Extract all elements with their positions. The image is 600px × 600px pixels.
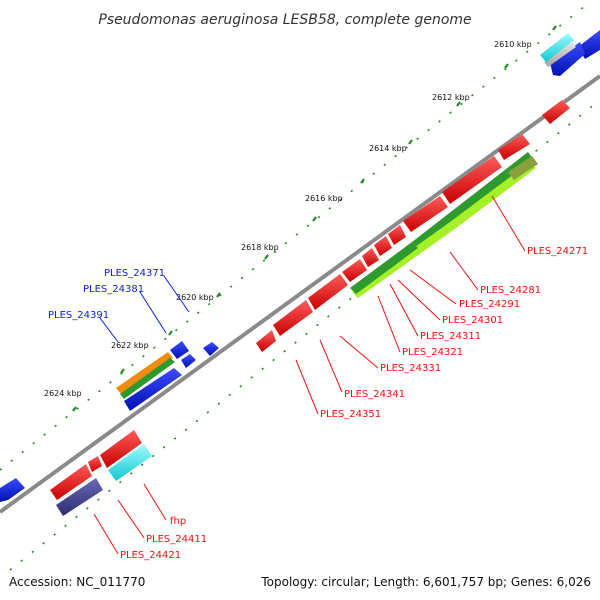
gene-label[interactable]: PLES_24391 (48, 310, 109, 321)
kbp-label: 2618 kbp (241, 243, 279, 252)
feature-bands (56, 152, 538, 516)
gene-label[interactable]: PLES_24421 (120, 550, 181, 561)
gene-forward[interactable] (88, 456, 102, 472)
leader-line (139, 291, 167, 334)
feature-grey[interactable] (544, 42, 576, 67)
major-ticks (72, 25, 557, 412)
feature-cyan[interactable] (108, 444, 152, 481)
leader-line (99, 317, 119, 343)
gene-forward[interactable] (362, 248, 379, 267)
kbp-label: 2612 kbp (432, 93, 470, 102)
major-tick (504, 63, 509, 69)
gene-label[interactable]: PLES_24301 (442, 315, 503, 326)
gene-label[interactable]: PLES_24351 (320, 409, 381, 420)
gene-label[interactable]: PLES_24331 (380, 363, 441, 374)
forward-strand-track (50, 100, 570, 500)
feature-green[interactable] (350, 242, 418, 294)
forward-leaders (93, 195, 526, 555)
leader-line (163, 275, 190, 313)
feature-olive[interactable] (508, 156, 538, 180)
gene-forward[interactable] (403, 196, 448, 232)
feature-orange[interactable] (116, 352, 173, 394)
leader-line (319, 339, 343, 393)
gene-reverse[interactable] (203, 342, 219, 356)
leader-line (377, 295, 401, 353)
feature-green[interactable] (120, 358, 175, 399)
gene-label[interactable]: PLES_24271 (527, 246, 588, 257)
gene-forward[interactable] (100, 430, 142, 468)
gene-reverse[interactable] (0, 478, 25, 502)
kbp-label: 2610 kbp (494, 40, 532, 49)
reverse-gene-labels: PLES_24371 PLES_24381 PLES_24391 (48, 268, 165, 321)
gene-forward[interactable] (542, 100, 570, 124)
feature-green[interactable] (412, 152, 534, 248)
gene-reverse[interactable] (170, 341, 189, 359)
reverse-strand-track (0, 30, 600, 502)
accession-text: Accession: NC_011770 (9, 575, 145, 589)
gene-forward[interactable] (273, 300, 313, 336)
major-tick (408, 139, 413, 145)
feature-navy[interactable] (56, 478, 103, 516)
leader-line (143, 483, 167, 521)
major-tick (264, 254, 269, 260)
gene-forward[interactable] (342, 259, 367, 282)
gene-reverse[interactable] (181, 354, 196, 368)
major-tick (120, 368, 125, 374)
gene-forward[interactable] (388, 225, 406, 245)
gene-reverse[interactable] (550, 42, 585, 76)
gene-forward[interactable] (374, 236, 392, 256)
leader-line (117, 499, 145, 539)
leader-line (389, 283, 419, 337)
gene-label[interactable]: PLES_24371 (104, 268, 165, 279)
feature-cyan[interactable] (540, 33, 574, 62)
gene-label[interactable]: PLES_24311 (420, 331, 481, 342)
kbp-label: 2614 kbp (369, 144, 407, 153)
forward-gene-labels: PLES_24271 PLES_24281 PLES_24291 PLES_24… (120, 246, 588, 561)
major-tick (360, 178, 365, 184)
gene-forward[interactable] (442, 156, 502, 204)
genome-summary-text: Topology: circular; Length: 6,601,757 bp… (260, 575, 591, 589)
major-tick (312, 216, 317, 222)
major-tick (456, 101, 461, 107)
reverse-leaders (99, 275, 190, 343)
gene-label[interactable]: PLES_24341 (344, 389, 405, 400)
gene-label[interactable]: PLES_24321 (402, 347, 463, 358)
kbp-label: 2624 kbp (44, 389, 82, 398)
gene-label[interactable]: PLES_24381 (83, 284, 144, 295)
map-title: Pseudomonas aeruginosa LESB58, complete … (98, 12, 471, 28)
major-tick (168, 330, 173, 336)
gene-label[interactable]: PLES_24291 (459, 299, 520, 310)
major-tick (552, 25, 557, 31)
gene-forward[interactable] (50, 464, 92, 500)
outer-tick-row (0, 1, 591, 471)
leader-line (449, 251, 479, 291)
kbp-label: 2616 kbp (305, 194, 343, 203)
gene-forward[interactable] (498, 134, 530, 160)
leader-line (339, 335, 379, 369)
leader-line (397, 279, 441, 321)
gene-forward[interactable] (256, 330, 276, 352)
kbp-label: 2622 kbp (111, 341, 149, 350)
major-tick (72, 406, 77, 412)
leader-line (409, 269, 457, 305)
kbp-label: 2620 kbp (176, 293, 214, 302)
gene-label[interactable]: fhp (170, 516, 186, 527)
gene-label[interactable]: PLES_24411 (146, 534, 207, 545)
leader-line (295, 359, 319, 415)
gene-forward[interactable] (308, 274, 348, 310)
major-tick (216, 292, 221, 298)
gene-label[interactable]: PLES_24281 (480, 285, 541, 296)
gene-reverse[interactable] (124, 368, 182, 411)
leader-line (491, 195, 526, 252)
leader-line (93, 513, 119, 555)
feature-lime[interactable] (352, 222, 456, 298)
